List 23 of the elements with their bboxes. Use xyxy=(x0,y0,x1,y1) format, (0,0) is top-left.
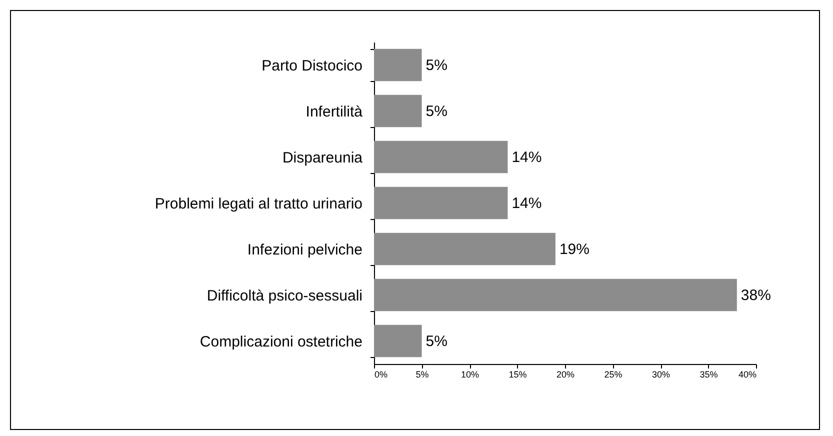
data-label: 5% xyxy=(426,333,448,350)
x-tick-label: 25% xyxy=(604,370,622,380)
x-tick-label: 5% xyxy=(416,370,429,380)
x-tick-label: 30% xyxy=(652,370,670,380)
x-tick-label: 15% xyxy=(508,370,527,380)
data-label: 14% xyxy=(512,195,542,212)
data-label: 14% xyxy=(512,149,542,166)
data-label: 5% xyxy=(426,103,448,120)
data-label: 38% xyxy=(740,287,771,304)
y-tick-label: Problemi legati al tratto urinario xyxy=(154,196,362,212)
y-tick-label: Parto Distocico xyxy=(262,58,362,74)
x-tick-label: 10% xyxy=(460,370,480,380)
y-tick-label: Difficoltà psico-sessuali xyxy=(206,288,362,304)
data-label: 5% xyxy=(426,57,448,74)
y-tick-label: Complicazioni ostetriche xyxy=(200,334,362,350)
x-tick-label: 20% xyxy=(556,370,575,380)
x-tick-label: 0% xyxy=(374,370,388,380)
x-tick-label: 35% xyxy=(700,370,718,380)
data-label: 19% xyxy=(559,241,590,258)
y-tick-label: Infezioni pelviche xyxy=(247,242,362,258)
y-tick-label: Dispareunia xyxy=(282,150,364,166)
x-tick-label: 40% xyxy=(738,370,756,380)
y-tick-label: Infertilità xyxy=(306,104,364,120)
